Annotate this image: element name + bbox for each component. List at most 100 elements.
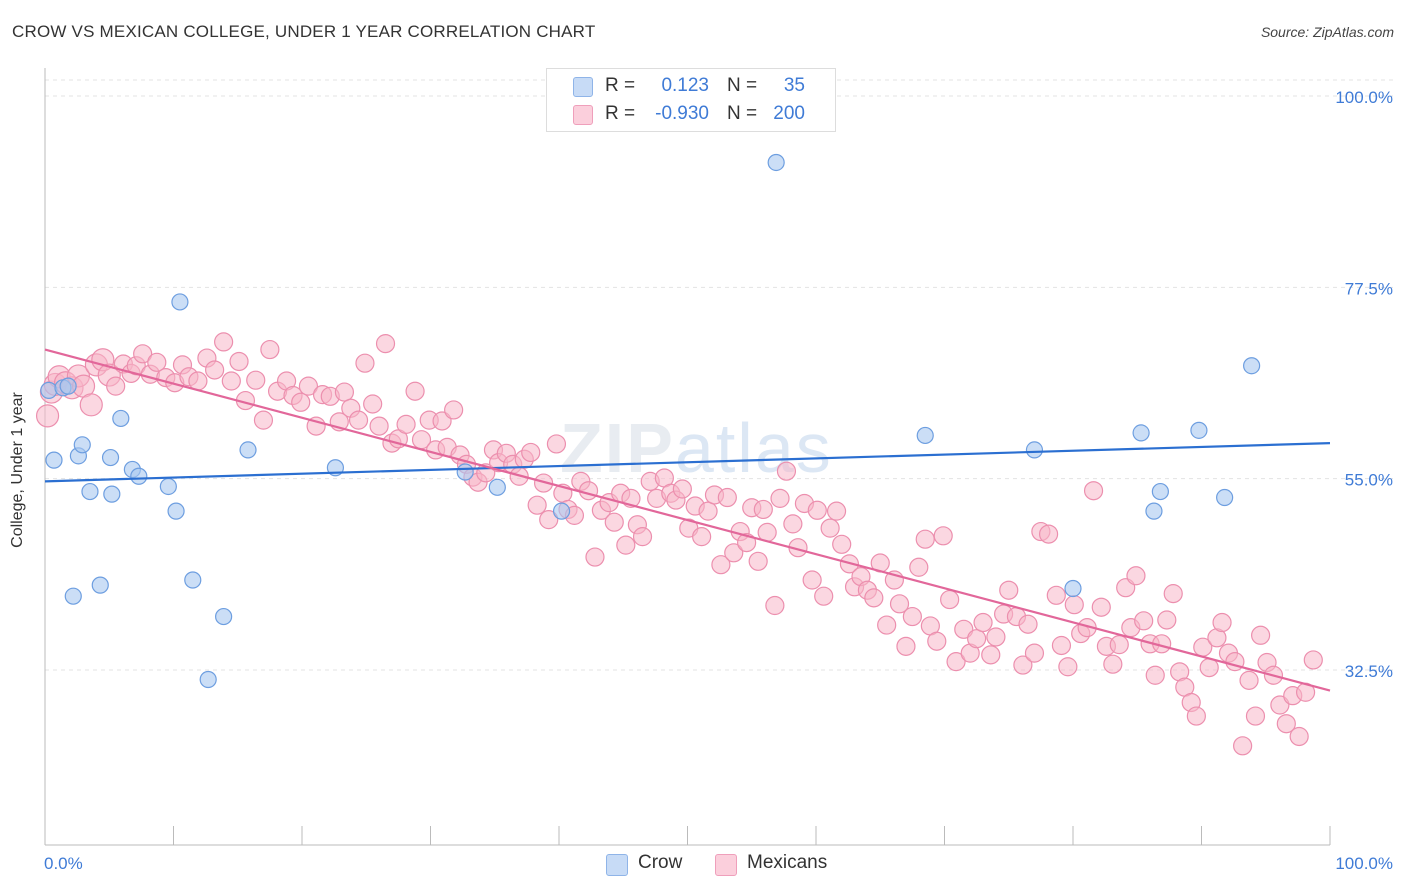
legend-row-mexicans: R = -0.930 N = 200: [547, 101, 835, 129]
mexicans-point: [1186, 706, 1206, 726]
mexicans-point: [527, 495, 547, 515]
crow-point: [456, 463, 474, 481]
crow-point: [103, 485, 121, 503]
mexicans-point: [396, 414, 416, 434]
mexicans-point: [1239, 670, 1259, 690]
mexicans-point: [1212, 612, 1232, 633]
mexicans-point: [1126, 566, 1146, 586]
crow-trend-line: [44, 442, 1331, 483]
mexicans-point: [765, 595, 785, 616]
mexicans-point: [753, 499, 773, 520]
legend-swatch-crow: [573, 77, 593, 97]
mexicans-point: [298, 376, 319, 396]
x-tick-label: 0.0%: [44, 854, 83, 873]
crow-point: [184, 571, 202, 589]
crow-point: [1132, 424, 1150, 442]
crow-point: [215, 607, 233, 626]
mexicans-point: [260, 339, 280, 360]
y-tick-label: 32.5%: [1345, 662, 1393, 681]
crow-point: [1145, 502, 1163, 520]
mexicans-point: [348, 410, 369, 430]
trend-lines: [44, 348, 1331, 692]
mexicans-point: [521, 442, 541, 463]
mexicans-point: [1134, 611, 1154, 631]
mexicans-point: [147, 352, 167, 372]
legend-n-label: N =: [727, 103, 758, 124]
watermark-atlas: atlas: [674, 409, 833, 487]
mexicans-point: [405, 381, 425, 401]
mexicans-point: [783, 514, 803, 534]
legend-row-crow: R = 0.123 N = 35: [547, 73, 835, 101]
crow-point: [167, 502, 185, 520]
crow-point: [916, 426, 934, 445]
mexicans-point: [369, 416, 389, 436]
mexicans-point: [896, 636, 916, 656]
mexicans-point: [711, 555, 731, 575]
source-label: Source: ZipAtlas.com: [1260, 24, 1394, 40]
mexicans-point: [221, 371, 241, 391]
crow-point: [73, 436, 91, 454]
mexicans-point: [291, 392, 311, 412]
mexicans-point: [973, 612, 993, 633]
crow-point: [1151, 482, 1169, 501]
mexicans-point: [1276, 714, 1296, 734]
mexicans-point: [444, 400, 464, 420]
mexicans-point: [940, 589, 960, 610]
mexicans-point: [432, 411, 452, 431]
legend-swatch-mexicans: [573, 105, 593, 125]
mexicans-point: [1038, 524, 1059, 544]
mexicans-point: [915, 529, 935, 549]
mexicans-point: [1145, 665, 1165, 685]
mexicans-point: [334, 382, 355, 402]
crow-point: [112, 409, 130, 428]
mexicans-point: [616, 535, 636, 555]
crow-point: [767, 153, 785, 172]
mexicans-point: [205, 360, 225, 380]
mexicans-point: [776, 461, 797, 481]
mexicans-point: [214, 332, 234, 352]
mexicans-points: [35, 332, 1323, 756]
mexicans-point: [692, 527, 712, 547]
crow-point: [45, 451, 63, 469]
mexicans-point: [1251, 625, 1271, 645]
mexicans-point: [1051, 635, 1072, 656]
mexicans-point: [188, 371, 208, 391]
mexicans-point: [1103, 654, 1123, 674]
mexicans-point: [748, 551, 768, 571]
mexicans-point: [1024, 643, 1045, 663]
mexicans-point: [35, 404, 60, 428]
mexicans-point: [814, 586, 834, 606]
crow-point: [59, 377, 77, 395]
crow-point: [101, 448, 120, 467]
y-tick-label: 77.5%: [1345, 279, 1393, 298]
legend-n-label: N =: [727, 75, 758, 96]
mexicans-point: [1157, 610, 1177, 630]
crow-point: [64, 587, 82, 605]
mexicans-point: [246, 370, 266, 390]
y-tick-label: 55.0%: [1345, 471, 1393, 490]
mexicans-trend-line: [44, 348, 1331, 692]
tick-labels: 100.0% 77.5% 55.0% 32.5% 0.0% 100.0%: [44, 88, 1393, 873]
mexicans-point: [79, 393, 103, 417]
mexicans-point: [1270, 695, 1290, 715]
legend-n-value: 35: [783, 75, 805, 96]
mexicans-point: [539, 510, 559, 530]
bottom-legend-mexicans-swatch: [715, 854, 737, 876]
crow-points: [40, 153, 1261, 689]
mexicans-point: [533, 473, 554, 493]
mexicans-point: [1303, 650, 1323, 670]
mexicans-point: [1163, 584, 1183, 604]
mexicans-point: [1091, 597, 1111, 617]
mexicans-point: [770, 488, 790, 508]
mexicans-point: [698, 501, 718, 521]
mexicans-point: [1018, 614, 1038, 634]
mexicans-point: [724, 543, 744, 563]
legend-n-value: 200: [773, 103, 805, 124]
mexicans-point: [546, 434, 567, 454]
crow-point: [199, 670, 217, 689]
mexicans-point: [363, 394, 383, 414]
crow-point: [1243, 357, 1261, 375]
mexicans-point: [672, 479, 692, 499]
mexicans-point: [967, 629, 987, 649]
